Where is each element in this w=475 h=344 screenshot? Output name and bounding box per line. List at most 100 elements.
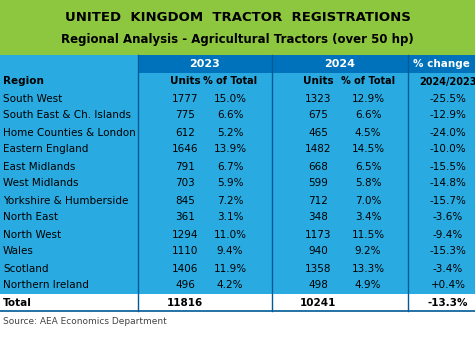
Text: 1358: 1358 (305, 264, 331, 273)
Text: -24.0%: -24.0% (429, 128, 466, 138)
Bar (0, 90, 475, 107)
Text: 4.9%: 4.9% (355, 280, 381, 290)
Text: 6.7%: 6.7% (217, 161, 243, 172)
Text: -3.4%: -3.4% (433, 264, 463, 273)
Bar (0, 209, 475, 226)
Text: 612: 612 (175, 128, 195, 138)
Bar (0, 0, 475, 55)
Text: East Midlands: East Midlands (3, 161, 76, 172)
Text: 6.5%: 6.5% (355, 161, 381, 172)
Text: 1294: 1294 (172, 229, 198, 239)
Text: Home Counties & London: Home Counties & London (3, 128, 136, 138)
Text: 1646: 1646 (172, 144, 198, 154)
Text: 6.6%: 6.6% (355, 110, 381, 120)
Text: 940: 940 (308, 247, 328, 257)
Text: North East: North East (3, 213, 58, 223)
Text: 1110: 1110 (172, 247, 198, 257)
Text: 675: 675 (308, 110, 328, 120)
Bar (0, 158, 475, 175)
Text: % of Total: % of Total (203, 76, 257, 86)
Text: South West: South West (3, 94, 62, 104)
Bar (0, 141, 475, 158)
Text: 9.2%: 9.2% (355, 247, 381, 257)
Text: Scotland: Scotland (3, 264, 48, 273)
Bar (0, 243, 475, 260)
Bar (0, 192, 475, 209)
Text: -15.7%: -15.7% (429, 195, 466, 205)
Text: Region: Region (3, 76, 44, 86)
Text: Northern Ireland: Northern Ireland (3, 280, 89, 290)
Text: 348: 348 (308, 213, 328, 223)
Text: -15.3%: -15.3% (429, 247, 466, 257)
Text: -12.9%: -12.9% (429, 110, 466, 120)
Bar (0, 175, 475, 192)
Text: Eastern England: Eastern England (3, 144, 88, 154)
Text: South East & Ch. Islands: South East & Ch. Islands (3, 110, 131, 120)
Text: 496: 496 (175, 280, 195, 290)
Text: Total: Total (3, 298, 32, 308)
Text: Wales: Wales (3, 247, 34, 257)
Bar (0, 226, 475, 243)
Text: -9.4%: -9.4% (433, 229, 463, 239)
Text: -3.6%: -3.6% (433, 213, 463, 223)
Text: -15.5%: -15.5% (429, 161, 466, 172)
Text: 4.5%: 4.5% (355, 128, 381, 138)
Text: 2024/2023: 2024/2023 (419, 76, 475, 86)
Text: 13.9%: 13.9% (213, 144, 247, 154)
Text: 10241: 10241 (300, 298, 336, 308)
Text: Regional Analysis - Agricultural Tractors (over 50 hp): Regional Analysis - Agricultural Tractor… (61, 33, 414, 46)
Text: 668: 668 (308, 161, 328, 172)
Text: Source: AEA Economics Department: Source: AEA Economics Department (3, 317, 167, 326)
Text: +0.4%: +0.4% (430, 280, 466, 290)
Text: 9.4%: 9.4% (217, 247, 243, 257)
Text: 11816: 11816 (167, 298, 203, 308)
Text: 11.0%: 11.0% (213, 229, 247, 239)
Text: 1173: 1173 (305, 229, 331, 239)
Text: 11.9%: 11.9% (213, 264, 247, 273)
Text: 361: 361 (175, 213, 195, 223)
Text: North West: North West (3, 229, 61, 239)
Text: -10.0%: -10.0% (430, 144, 466, 154)
Text: 1777: 1777 (172, 94, 198, 104)
Text: 775: 775 (175, 110, 195, 120)
Text: 465: 465 (308, 128, 328, 138)
Text: 712: 712 (308, 195, 328, 205)
Bar (138, 55, 272, 73)
Text: 599: 599 (308, 179, 328, 189)
Text: -13.3%: -13.3% (428, 298, 468, 308)
Text: 4.2%: 4.2% (217, 280, 243, 290)
Text: % change: % change (413, 59, 470, 69)
Text: 791: 791 (175, 161, 195, 172)
Text: 1482: 1482 (305, 144, 331, 154)
Text: 13.3%: 13.3% (352, 264, 385, 273)
Text: UNITED  KINGDOM  TRACTOR  REGISTRATIONS: UNITED KINGDOM TRACTOR REGISTRATIONS (65, 11, 410, 24)
Text: Units: Units (303, 76, 333, 86)
Bar (0, 277, 475, 294)
Text: 2024: 2024 (324, 59, 355, 69)
Bar (272, 55, 408, 73)
Bar (408, 55, 475, 73)
Text: -14.8%: -14.8% (429, 179, 466, 189)
Bar (0, 73, 475, 90)
Text: 11.5%: 11.5% (352, 229, 385, 239)
Text: 5.9%: 5.9% (217, 179, 243, 189)
Text: -25.5%: -25.5% (429, 94, 466, 104)
Text: 845: 845 (175, 195, 195, 205)
Text: 15.0%: 15.0% (213, 94, 247, 104)
Text: 703: 703 (175, 179, 195, 189)
Text: % of Total: % of Total (341, 76, 395, 86)
Text: 2023: 2023 (190, 59, 220, 69)
Bar (0, 294, 475, 311)
Text: 6.6%: 6.6% (217, 110, 243, 120)
Text: West Midlands: West Midlands (3, 179, 78, 189)
Bar (0, 260, 475, 277)
Text: 14.5%: 14.5% (352, 144, 385, 154)
Text: 498: 498 (308, 280, 328, 290)
Bar (0, 107, 475, 124)
Bar (0, 124, 475, 141)
Text: 3.1%: 3.1% (217, 213, 243, 223)
Bar (0, 55, 138, 73)
Text: 5.8%: 5.8% (355, 179, 381, 189)
Text: 5.2%: 5.2% (217, 128, 243, 138)
Text: Yorkshire & Humberside: Yorkshire & Humberside (3, 195, 128, 205)
